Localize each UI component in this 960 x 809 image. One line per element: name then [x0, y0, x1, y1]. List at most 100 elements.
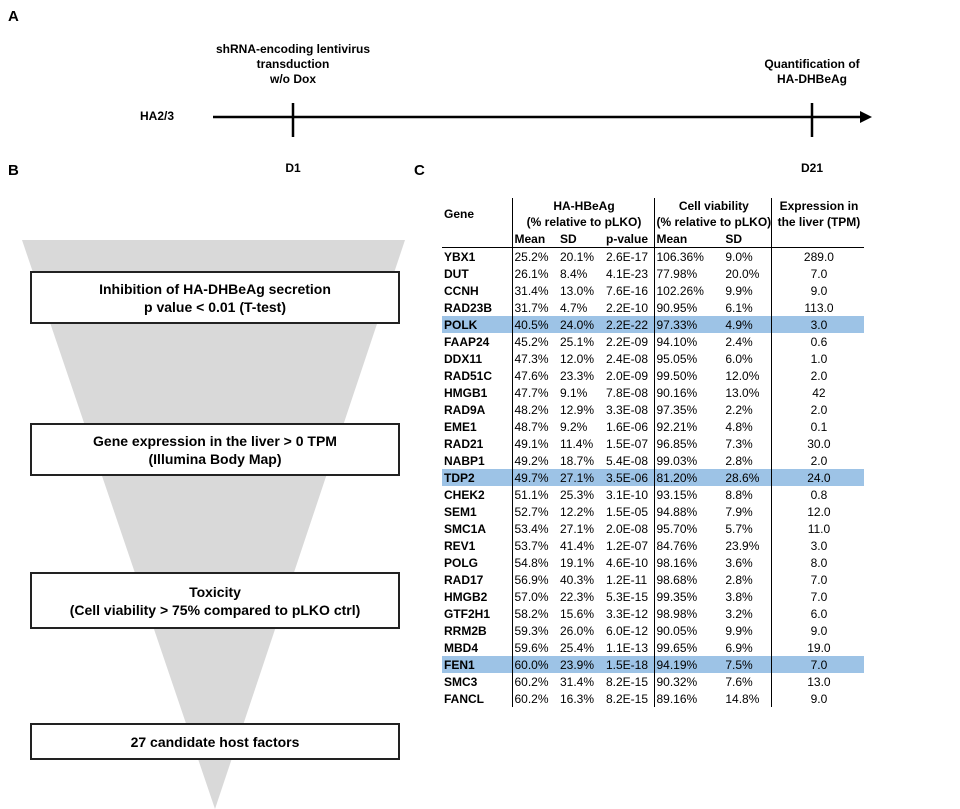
expression-cell: 0.8 — [810, 487, 828, 502]
gene-cell: RAD51C — [442, 367, 513, 384]
table-row: FANCL 60.2% 16.3% 8.2E-15 89.16% 14.8% 9.0 — [442, 690, 864, 707]
subheader-sd: SD — [558, 230, 604, 248]
table-row: DUT 26.1% 8.4% 4.1E-23 77.98% 20.0% 7.0 — [442, 265, 864, 282]
subheader-mean: Mean — [512, 230, 558, 248]
header-cell-viability-line-1: Cell viability — [678, 199, 749, 213]
filter-step-4-line-1: 27 candidate host factors — [130, 733, 300, 750]
viability-mean-cell: 106.36% — [656, 249, 704, 264]
table-row: FEN1 60.0% 23.9% 1.5E-18 94.19% 7.5% 7.0 — [442, 656, 864, 673]
table-subheader-row: Mean SD p-value Mean SD — [442, 230, 864, 248]
expression-cell: 7.0 — [771, 656, 864, 673]
expression-cell: 11.0 — [807, 521, 831, 536]
mean-cell: 48.7% — [514, 419, 549, 434]
start-event-line-2: transduction — [256, 57, 330, 71]
mean-cell: 57.0% — [514, 589, 549, 604]
pvalue-cell: 1.2E-07 — [604, 537, 655, 554]
pvalue-cell: 5.3E-15 — [604, 588, 655, 605]
filter-step-2-line-1: Gene expression in the liver > 0 TPM — [93, 432, 337, 449]
header-ha-hbeag: HA-HBeAg (% relative to pLKO) — [512, 198, 655, 230]
viability-mean-cell: 90.16% — [656, 385, 698, 400]
viability-sd-cell: 7.3% — [723, 435, 773, 452]
sd-cell: 20.1% — [560, 249, 595, 264]
filter-step-4: 27 candidate host factors — [30, 723, 400, 760]
expression-cell: 9.0 — [810, 691, 828, 706]
expression-cell: 6.0 — [810, 606, 828, 621]
pvalue-cell: 2.4E-08 — [604, 350, 655, 367]
start-event-line-1: shRNA-encoding lentivirus — [215, 42, 370, 56]
viability-sd-cell: 6.9% — [723, 639, 773, 656]
expression-cell: 9.0 — [810, 283, 828, 298]
pvalue-cell: 1.1E-13 — [604, 639, 655, 656]
mean-cell: 60.2% — [514, 674, 549, 689]
sd-cell: 23.9% — [558, 656, 604, 673]
timeline-arrowhead — [860, 111, 872, 123]
mean-cell: 31.4% — [514, 283, 549, 298]
mean-cell: 60.0% — [512, 656, 558, 673]
gene-cell: FEN1 — [442, 656, 513, 673]
sd-cell: 40.3% — [560, 572, 595, 587]
table-row: CCNH 31.4% 13.0% 7.6E-16 102.26% 9.9% 9.0 — [442, 282, 864, 299]
expression-cell: 19.0 — [807, 640, 831, 655]
viability-sd-cell: 6.0% — [723, 350, 773, 367]
gene-cell: DUT — [442, 265, 513, 282]
header-expression-line-2: the liver (TPM) — [777, 215, 861, 229]
sd-cell: 9.1% — [560, 385, 588, 400]
table-row: NABP1 49.2% 18.7% 5.4E-08 99.03% 2.8% 2.0 — [442, 452, 864, 469]
gene-cell: CCNH — [442, 282, 513, 299]
viability-mean-cell: 90.32% — [656, 674, 698, 689]
filter-step-2: Gene expression in the liver > 0 TPM (Il… — [30, 423, 400, 476]
table-row: RAD17 56.9% 40.3% 1.2E-11 98.68% 2.8% 7.0 — [442, 571, 864, 588]
viability-mean-cell: 98.98% — [656, 606, 698, 621]
header-cell-viability-line-2: (% relative to pLKO) — [656, 215, 772, 229]
sd-cell: 24.0% — [558, 316, 604, 333]
viability-mean-cell: 94.10% — [656, 334, 698, 349]
viability-sd-cell: 2.4% — [723, 333, 773, 350]
viability-mean-cell: 97.35% — [656, 402, 698, 417]
filter-step-2-line-2: (Illumina Body Map) — [148, 450, 282, 467]
viability-sd-cell: 9.9% — [723, 622, 773, 639]
expression-cell: 2.0 — [810, 368, 828, 383]
viability-sd-cell: 7.5% — [723, 656, 773, 673]
pvalue-cell: 3.1E-10 — [604, 486, 655, 503]
sd-cell: 12.0% — [560, 351, 595, 366]
table-row: YBX1 25.2% 20.1% 2.6E-17 106.36% 9.0% 289.0 — [442, 247, 864, 265]
table-header-row: Gene HA-HBeAg (% relative to pLKO) Cell … — [442, 198, 864, 230]
viability-mean-cell: 84.76% — [656, 538, 698, 553]
pvalue-cell: 7.6E-16 — [604, 282, 655, 299]
header-ha-hbeag-line-1: HA-HBeAg — [553, 199, 615, 213]
viability-sd-cell: 3.8% — [723, 588, 773, 605]
gene-cell: POLK — [442, 316, 513, 333]
viability-mean-cell: 98.16% — [656, 555, 698, 570]
pvalue-cell: 6.0E-12 — [604, 622, 655, 639]
pvalue-cell: 4.6E-10 — [604, 554, 655, 571]
viability-sd-cell: 12.0% — [723, 367, 773, 384]
pvalue-cell: 2.2E-10 — [604, 299, 655, 316]
sd-cell: 27.1% — [558, 469, 604, 486]
sd-cell: 12.9% — [560, 402, 595, 417]
funnel-triangle — [22, 240, 405, 809]
expression-cell: 8.0 — [810, 555, 828, 570]
viability-sd-cell: 4.9% — [723, 316, 773, 333]
viability-sd-cell: 23.9% — [723, 537, 773, 554]
subheader-pvalue: p-value — [604, 230, 655, 248]
pvalue-cell: 2.6E-17 — [604, 247, 655, 265]
pvalue-cell: 3.5E-06 — [604, 469, 655, 486]
sd-cell: 18.7% — [560, 453, 595, 468]
gene-cell: SMC1A — [442, 520, 513, 537]
viability-sd-cell: 9.0% — [723, 247, 773, 265]
expression-cell: 1.0 — [810, 351, 828, 366]
viability-sd-cell: 6.1% — [723, 299, 773, 316]
table-row: GTF2H1 58.2% 15.6% 3.3E-12 98.98% 3.2% 6.0 — [442, 605, 864, 622]
expression-cell: 7.0 — [810, 266, 828, 281]
pvalue-cell: 1.5E-07 — [604, 435, 655, 452]
gene-cell: RAD17 — [442, 571, 513, 588]
pvalue-cell: 1.2E-11 — [604, 571, 655, 588]
viability-sd-cell: 3.2% — [723, 605, 773, 622]
sd-cell: 4.7% — [560, 300, 588, 315]
viability-sd-cell: 5.7% — [723, 520, 773, 537]
expression-cell: 12.0 — [807, 504, 831, 519]
viability-sd-cell: 8.8% — [723, 486, 773, 503]
expression-cell: 3.0 — [810, 538, 828, 553]
mean-cell: 52.7% — [514, 504, 549, 519]
table-row: TDP2 49.7% 27.1% 3.5E-06 81.20% 28.6% 24.0 — [442, 469, 864, 486]
